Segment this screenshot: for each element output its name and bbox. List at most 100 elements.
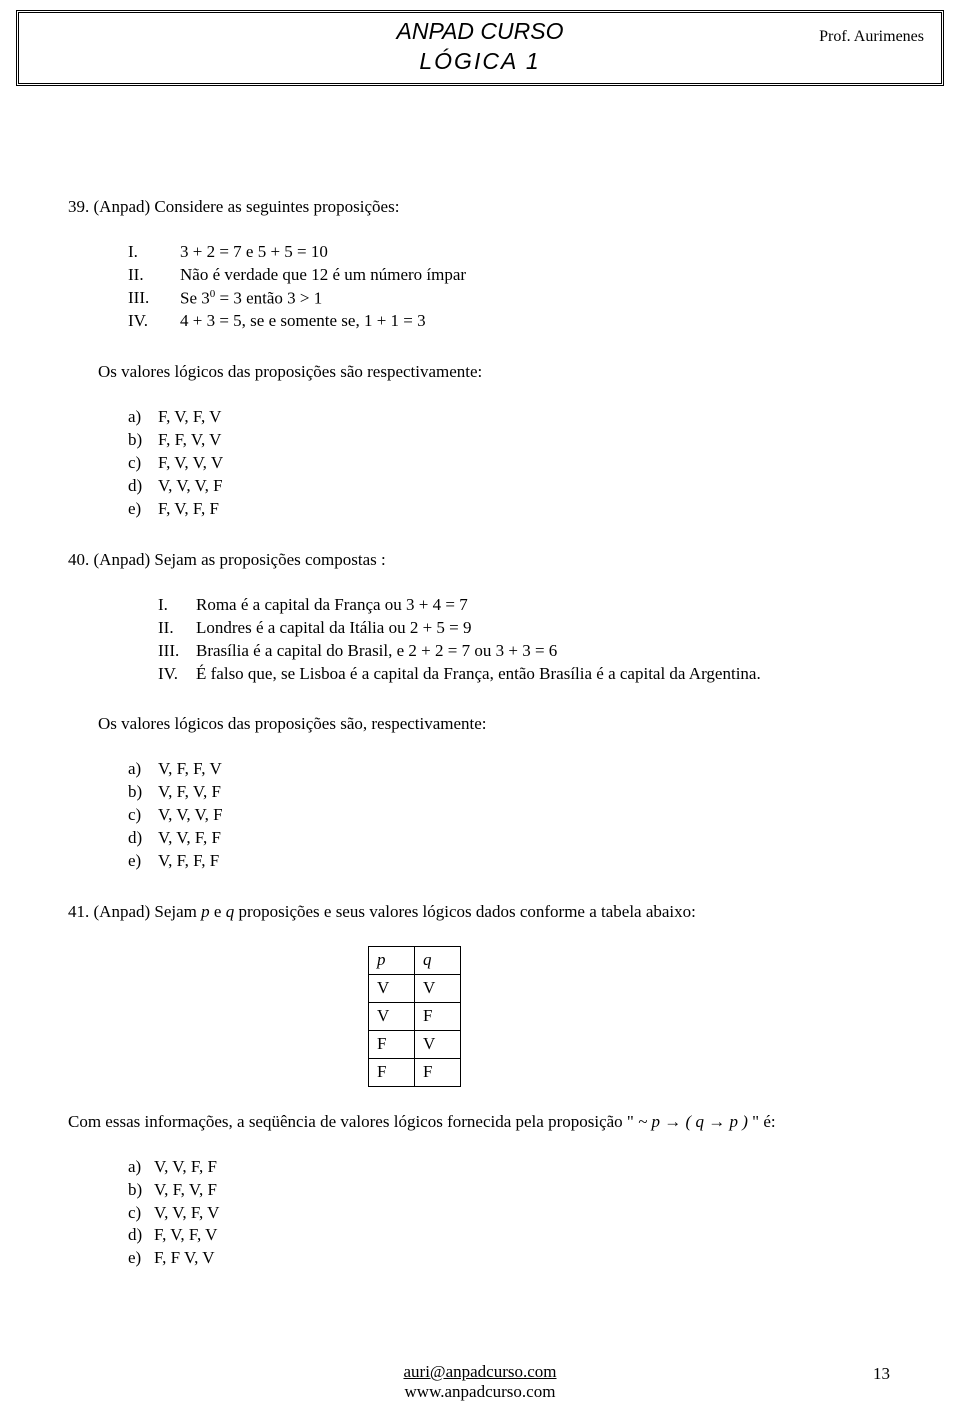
opt-text: F, V, V, V (158, 452, 223, 475)
prop-text: Londres é a capital da Itália ou 2 + 5 =… (196, 617, 472, 640)
q39-prop-IV: IV. 4 + 3 = 5, se e somente se, 1 + 1 = … (128, 310, 892, 333)
opt-text: V, V, F, F (154, 1156, 217, 1179)
opt-text: V, F, V, F (154, 1179, 217, 1202)
cell: F (369, 1058, 415, 1086)
header-row: ANPAD CURSO LÓGICA 1 (19, 13, 941, 83)
table-row: VV (369, 974, 461, 1002)
roman-label: IV. (128, 310, 180, 333)
opt-text: V, F, F, F (158, 850, 219, 873)
q40-options: a)V, F, F, V b)V, F, V, F c)V, V, V, F d… (68, 758, 892, 873)
q40-prop-II: II.Londres é a capital da Itália ou 2 + … (158, 617, 892, 640)
roman-label: I. (128, 241, 180, 264)
text-part: " é: (748, 1112, 776, 1131)
q39-opt-d: d)V, V, V, F (128, 475, 892, 498)
q40-opt-a: a)V, F, F, V (128, 758, 892, 781)
roman-label: IV. (158, 663, 196, 686)
q40-prop-IV: IV.É falso que, se Lisboa é a capital da… (158, 663, 892, 686)
q41-options: a)V, V, F, F b)V, F, V, F c)V, V, F, V d… (68, 1156, 892, 1271)
cell: V (415, 974, 461, 1002)
opt-text: F, F, V, V (158, 429, 221, 452)
q41-opt-a: a)V, V, F, F (128, 1156, 892, 1179)
q39-lead: Os valores lógicos das proposições são r… (68, 361, 892, 384)
roman-label: III. (128, 287, 180, 311)
var-p: p (201, 902, 210, 921)
prop-text: Brasília é a capital do Brasil, e 2 + 2 … (196, 640, 557, 663)
cell: V (369, 1002, 415, 1030)
q39-opt-c: c)F, V, V, V (128, 452, 892, 475)
q41-opt-d: d)F, V, F, V (128, 1224, 892, 1247)
opt-label: b) (128, 1179, 154, 1202)
footer-email: auri@anpadcurso.com (403, 1362, 556, 1381)
title-line1: ANPAD CURSO (397, 18, 564, 44)
prop-text: Não é verdade que 12 é um número ímpar (180, 264, 466, 287)
q39-opt-b: b)F, F, V, V (128, 429, 892, 452)
q41-opt-e: e)F, F V, V (128, 1247, 892, 1270)
q40-prop-III: III.Brasília é a capital do Brasil, e 2 … (158, 640, 892, 663)
q40-prop-I: I.Roma é a capital da França ou 3 + 4 = … (158, 594, 892, 617)
text-part: 41. (Anpad) Sejam (68, 902, 201, 921)
q40-opt-b: b)V, F, V, F (128, 781, 892, 804)
opt-label: a) (128, 758, 158, 781)
cell: F (415, 1002, 461, 1030)
formula: ~ p → ( q → p ) (638, 1112, 748, 1131)
page-content: 39. (Anpad) Considere as seguintes propo… (0, 86, 960, 1271)
opt-text: V, V, F, V (154, 1202, 219, 1225)
opt-label: d) (128, 1224, 154, 1247)
cell: V (369, 974, 415, 1002)
cell: F (415, 1058, 461, 1086)
opt-text: F, V, F, F (158, 498, 219, 521)
q40-opt-c: c)V, V, V, F (128, 804, 892, 827)
q39-prop-III: III. Se 30 = 3 então 3 > 1 (128, 287, 892, 311)
table-row: FF (369, 1058, 461, 1086)
prop-text: 3 + 2 = 7 e 5 + 5 = 10 (180, 241, 328, 264)
roman-label: II. (128, 264, 180, 287)
q39-prop-I: I. 3 + 2 = 7 e 5 + 5 = 10 (128, 241, 892, 264)
opt-label: c) (128, 804, 158, 827)
truth-table: p q VV VF FV FF (368, 946, 461, 1087)
opt-text: F, V, F, V (154, 1224, 217, 1247)
opt-label: d) (128, 827, 158, 850)
opt-label: e) (128, 498, 158, 521)
q41-opt-b: b)V, F, V, F (128, 1179, 892, 1202)
opt-text: V, F, V, F (158, 781, 221, 804)
opt-text: V, V, V, F (158, 475, 223, 498)
cell: V (415, 1030, 461, 1058)
text-part: proposições e seus valores lógicos dados… (234, 902, 696, 921)
q40-props: I.Roma é a capital da França ou 3 + 4 = … (68, 594, 892, 686)
table-row: VF (369, 1002, 461, 1030)
q40-prompt: 40. (Anpad) Sejam as proposições compost… (68, 549, 892, 572)
table-row: p q (369, 947, 461, 975)
q40-opt-e: e)V, F, F, F (128, 850, 892, 873)
var-q: q (226, 902, 235, 921)
roman-label: II. (158, 617, 196, 640)
q41-after: Com essas informações, a seqüência de va… (68, 1111, 892, 1134)
q41-prompt: 41. (Anpad) Sejam p e q proposições e se… (68, 901, 892, 924)
text-part: Com essas informações, a seqüência de va… (68, 1112, 638, 1131)
prop-text: Se 30 = 3 então 3 > 1 (180, 287, 322, 311)
header-title: ANPAD CURSO LÓGICA 1 (19, 13, 941, 83)
opt-text: V, V, F, F (158, 827, 221, 850)
opt-text: V, V, V, F (158, 804, 223, 827)
q39-props: I. 3 + 2 = 7 e 5 + 5 = 10 II. Não é verd… (68, 241, 892, 333)
opt-text: F, F V, V (154, 1247, 215, 1270)
roman-label: I. (158, 594, 196, 617)
text-part: = 3 então 3 > 1 (215, 288, 322, 307)
opt-label: d) (128, 475, 158, 498)
table-row: FV (369, 1030, 461, 1058)
opt-label: a) (128, 406, 158, 429)
prop-text: 4 + 3 = 5, se e somente se, 1 + 1 = 3 (180, 310, 426, 333)
q39-opt-e: e)F, V, F, F (128, 498, 892, 521)
opt-text: F, V, F, V (158, 406, 221, 429)
professor-label: Prof. Aurimenes (819, 28, 924, 46)
footer-site: www.anpadcurso.com (405, 1382, 556, 1401)
text-part: Se 3 (180, 288, 210, 307)
q39-opt-a: a)F, V, F, V (128, 406, 892, 429)
table-header-q: q (415, 947, 461, 975)
table-header-p: p (369, 947, 415, 975)
q39-prompt: 39. (Anpad) Considere as seguintes propo… (68, 196, 892, 219)
opt-label: c) (128, 452, 158, 475)
q40-lead: Os valores lógicos das proposições são, … (68, 713, 892, 736)
q39-options: a)F, V, F, V b)F, F, V, V c)F, V, V, V d… (68, 406, 892, 521)
roman-label: III. (158, 640, 196, 663)
opt-label: a) (128, 1156, 154, 1179)
